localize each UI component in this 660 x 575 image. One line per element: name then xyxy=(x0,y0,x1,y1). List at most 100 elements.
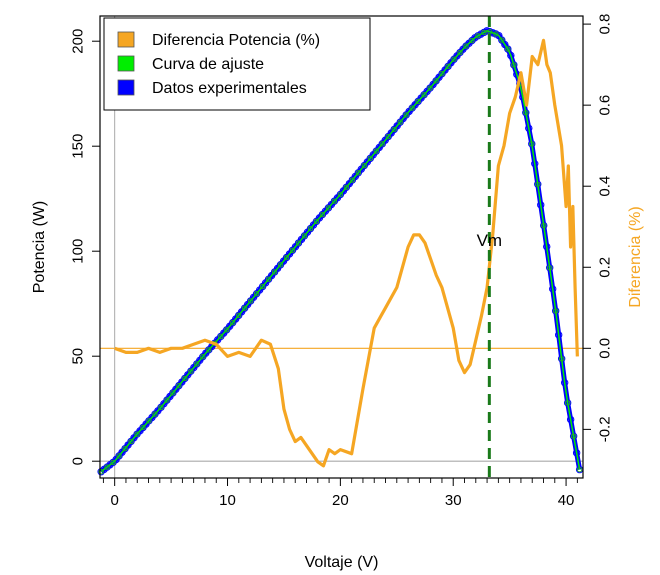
y2-tick-label: 0.6 xyxy=(597,95,614,116)
data-point-ajuste xyxy=(289,247,296,253)
data-point-ajuste xyxy=(343,184,350,190)
data-point-ajuste xyxy=(481,29,487,36)
data-point-ajuste xyxy=(547,265,553,271)
data-point-ajuste xyxy=(259,283,266,290)
legend-label: Curva de ajuste xyxy=(152,56,264,73)
data-point-ajuste xyxy=(463,43,469,49)
y-axis-title: Potencia (W) xyxy=(31,201,48,293)
data-point-ajuste xyxy=(152,411,158,417)
legend-swatch xyxy=(117,55,135,72)
data-point-ajuste xyxy=(535,181,541,187)
y2-axis-title: Diferencia (%) xyxy=(627,206,644,307)
data-point-ajuste xyxy=(564,400,571,406)
y2-tick-label: 0.0 xyxy=(597,338,614,359)
data-point-ajuste xyxy=(271,269,278,275)
data-point-ajuste xyxy=(301,233,308,239)
data-point-ajuste xyxy=(206,347,212,353)
data-point-ajuste xyxy=(570,433,577,439)
data-point-ajuste xyxy=(367,155,373,162)
data-point-ajuste xyxy=(433,78,439,84)
x-tick-label: 40 xyxy=(558,492,575,509)
data-point-ajuste xyxy=(391,126,397,133)
data-point-ajuste xyxy=(241,305,248,311)
data-point-ajuste xyxy=(158,404,164,411)
data-point-experimental xyxy=(510,61,518,69)
data-point-ajuste xyxy=(361,162,367,169)
y-tick-label: 50 xyxy=(70,348,87,365)
data-point-ajuste xyxy=(493,31,499,37)
data-point-ajuste xyxy=(235,312,242,319)
data-point-ajuste xyxy=(331,198,338,204)
legend-swatch xyxy=(117,31,135,48)
y2-tick-label: 0.2 xyxy=(597,257,614,278)
y-tick-label: 100 xyxy=(70,239,87,264)
data-point-ajuste xyxy=(224,327,230,333)
data-point-ajuste xyxy=(457,49,463,56)
plot-frame xyxy=(99,15,584,479)
y-tick-label: 150 xyxy=(70,134,87,159)
data-point-ajuste xyxy=(475,33,481,39)
data-point-ajuste xyxy=(385,133,391,140)
data-point-ajuste xyxy=(283,254,290,261)
data-point-ajuste xyxy=(409,105,415,111)
axes: 0 10 20 30 40 0 50 100 150 200 -0.2 0.0 0.2 0.4 0.6 0.8 xyxy=(70,14,614,509)
data-point-ajuste xyxy=(529,141,535,147)
plot-content xyxy=(97,16,584,478)
legend-label: Diferencia Potencia (%) xyxy=(152,32,320,49)
x-tick-label: 10 xyxy=(219,492,236,509)
data-point-ajuste xyxy=(218,333,224,340)
data-point-ajuste xyxy=(511,62,517,68)
data-point-ajuste xyxy=(295,240,302,246)
data-point-ajuste xyxy=(379,141,385,147)
y2-tick-label: 0.4 xyxy=(597,176,614,197)
legend: Diferencia Potencia (%) Curva de ajuste Da… xyxy=(103,17,371,111)
data-point-ajuste xyxy=(194,361,200,367)
y2-tick-label: 0.8 xyxy=(597,14,614,35)
data-point-ajuste xyxy=(421,92,427,98)
data-point-ajuste xyxy=(110,459,116,466)
data-point-experimental xyxy=(507,51,515,60)
x-tick-label: 20 xyxy=(332,492,349,509)
data-point-ajuste xyxy=(122,445,128,452)
data-point-ajuste xyxy=(146,418,152,424)
data-point-ajuste xyxy=(349,177,356,183)
x-axis-title: Voltaje (V) xyxy=(305,554,379,571)
data-point-ajuste xyxy=(176,382,182,389)
legend-label: Datos experimentales xyxy=(152,80,307,97)
y-tick-label: 200 xyxy=(70,29,87,54)
data-point-ajuste xyxy=(397,119,403,125)
data-point-ajuste xyxy=(313,218,320,225)
data-point-ajuste xyxy=(140,424,146,431)
data-point-ajuste xyxy=(487,29,493,35)
data-point-ajuste xyxy=(247,298,254,304)
data-point-ajuste xyxy=(337,191,344,198)
data-point-ajuste xyxy=(265,276,272,282)
data-point-ajuste xyxy=(469,37,475,44)
legend-swatch xyxy=(117,79,135,96)
data-point-ajuste xyxy=(558,356,565,362)
legend-box xyxy=(103,17,371,111)
data-point-ajuste xyxy=(319,211,326,218)
data-point-ajuste xyxy=(325,205,332,211)
data-point-ajuste xyxy=(552,308,559,314)
data-point-ajuste xyxy=(427,85,433,91)
data-point-ajuste xyxy=(253,290,260,297)
data-point-ajuste xyxy=(415,98,421,105)
data-point-ajuste xyxy=(451,56,457,62)
x-tick-label: 30 xyxy=(445,492,462,509)
data-point-ajuste xyxy=(355,170,362,176)
data-point-ajuste xyxy=(523,109,529,116)
data-point-ajuste xyxy=(170,390,176,396)
data-point-ajuste xyxy=(505,46,511,52)
data-point-ajuste xyxy=(277,262,284,268)
data-point-ajuste xyxy=(445,63,451,70)
data-point-ajuste xyxy=(200,353,206,360)
vm-annotation: Vm xyxy=(477,231,503,250)
series-line-curva-de-ajuste xyxy=(100,29,581,473)
data-point-ajuste xyxy=(499,37,505,43)
data-point-ajuste xyxy=(307,225,314,232)
data-point-ajuste xyxy=(439,70,445,77)
data-point-ajuste xyxy=(230,319,236,326)
data-point-ajuste xyxy=(576,466,583,473)
